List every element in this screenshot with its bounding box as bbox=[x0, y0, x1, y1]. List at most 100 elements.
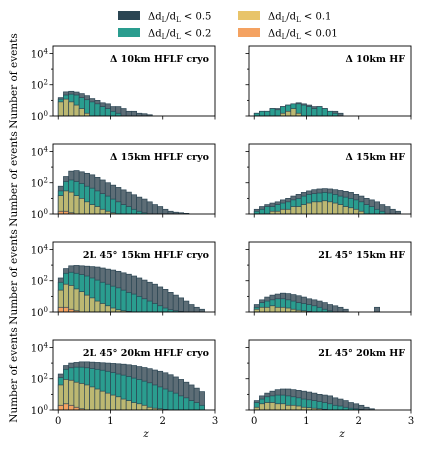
bar-s02 bbox=[311, 108, 318, 116]
bar-s02 bbox=[125, 206, 132, 214]
bar-s01 bbox=[73, 288, 80, 312]
x-axis-label: z bbox=[338, 428, 345, 440]
bar-s05 bbox=[389, 208, 396, 214]
bar-s02 bbox=[162, 388, 169, 410]
bar-s02 bbox=[136, 296, 143, 312]
bar-s02 bbox=[259, 110, 266, 116]
panel: 2L 45° 20km HFLF cryo 100​ 102​ 104​ Number … bbox=[8, 327, 218, 440]
bar-s001 bbox=[57, 404, 64, 410]
bar-s01 bbox=[73, 381, 80, 410]
y-tick-label: 102​ bbox=[31, 373, 48, 386]
bar-s05 bbox=[120, 108, 127, 116]
bar-s02 bbox=[337, 405, 344, 410]
bar-s001 bbox=[73, 310, 80, 312]
bar-s02 bbox=[300, 104, 307, 116]
panel-frame bbox=[248, 241, 412, 313]
bar-s01 bbox=[353, 208, 360, 214]
bar-s02 bbox=[327, 110, 333, 116]
bar-s02 bbox=[89, 101, 96, 116]
bar-s02 bbox=[306, 304, 313, 312]
x-tick-label: 2 bbox=[356, 416, 362, 427]
bar-s05 bbox=[178, 297, 184, 312]
bar-s05 bbox=[342, 308, 349, 312]
y-tick-label: 104​ bbox=[31, 243, 49, 256]
bar-s01 bbox=[295, 405, 302, 410]
bar-s05 bbox=[146, 201, 153, 214]
bar-s01 bbox=[68, 285, 75, 312]
bar-s01 bbox=[110, 394, 117, 410]
bar-s01 bbox=[295, 206, 302, 214]
bar-s05 bbox=[384, 206, 391, 214]
y-tick-label: 102​ bbox=[31, 275, 48, 288]
y-tick-label: 100​ bbox=[31, 404, 48, 417]
bar-s02 bbox=[274, 109, 281, 116]
bar-s02 bbox=[115, 112, 122, 116]
bar-s01 bbox=[99, 208, 106, 214]
bars bbox=[253, 388, 375, 410]
x-tick-label: 3 bbox=[212, 416, 218, 427]
panel-frame bbox=[52, 45, 216, 117]
bar-s02 bbox=[321, 108, 328, 116]
bar-s01 bbox=[306, 202, 313, 214]
bar-s02 bbox=[146, 382, 153, 410]
bar-s001 bbox=[68, 404, 75, 410]
bar-s001 bbox=[57, 306, 64, 312]
bar-s02 bbox=[264, 206, 271, 214]
bar-s01 bbox=[337, 204, 344, 214]
panel-title: Δ 10km HFLF cryo bbox=[110, 54, 209, 65]
bar-s02 bbox=[311, 305, 318, 312]
bar-s02 bbox=[379, 210, 386, 214]
bar-s01 bbox=[57, 101, 64, 116]
bar-s01 bbox=[295, 112, 302, 116]
bar-s01 bbox=[78, 198, 85, 214]
bar-s02 bbox=[131, 293, 137, 312]
bar-s01 bbox=[300, 204, 307, 214]
bars bbox=[253, 102, 344, 116]
bar-s02 bbox=[157, 305, 164, 312]
legend-swatch bbox=[238, 11, 260, 20]
bar-s01 bbox=[358, 210, 365, 214]
bar-s02 bbox=[110, 198, 117, 214]
bar-s05 bbox=[193, 306, 200, 312]
bar-s01 bbox=[269, 305, 276, 312]
bar-s05 bbox=[198, 308, 205, 312]
bar-s02 bbox=[327, 403, 333, 410]
bar-s01 bbox=[78, 291, 85, 312]
bar-s01 bbox=[73, 195, 80, 214]
bar-s05 bbox=[368, 408, 375, 410]
bar-s001 bbox=[78, 408, 85, 410]
bar-s01 bbox=[259, 403, 266, 410]
bar-s02 bbox=[99, 106, 106, 116]
bars bbox=[57, 90, 153, 116]
bar-s02 bbox=[125, 292, 132, 312]
bar-s02 bbox=[151, 303, 158, 312]
bar-s05 bbox=[374, 306, 381, 312]
bar-s02 bbox=[321, 402, 328, 410]
bar-s02 bbox=[368, 206, 375, 214]
bar-s02 bbox=[193, 402, 200, 410]
legend: ΔdL​/dL​ < 0.5 ΔdL​/dL​ < 0.1 ΔdL​/dL​ < 0… bbox=[118, 11, 338, 41]
bar-s01 bbox=[78, 383, 85, 410]
bar-s05 bbox=[332, 305, 339, 312]
bar-s01 bbox=[94, 206, 101, 214]
bar-s02 bbox=[259, 208, 266, 214]
bar-s01 bbox=[89, 204, 96, 214]
bar-s01 bbox=[280, 403, 286, 410]
bar-s05 bbox=[394, 210, 401, 214]
bar-s01 bbox=[264, 402, 271, 410]
bar-s02 bbox=[146, 300, 153, 312]
bar-s01 bbox=[83, 384, 90, 410]
bar-s02 bbox=[172, 392, 179, 410]
bar-s01 bbox=[83, 112, 90, 116]
panel-frame bbox=[248, 143, 412, 215]
panel: 2L 45° 15km HF bbox=[245, 241, 412, 316]
x-tick-label: 1 bbox=[303, 416, 309, 427]
bar-s01 bbox=[125, 400, 132, 410]
y-axis-label: Number of events bbox=[8, 327, 20, 422]
x-tick-label: 1 bbox=[107, 416, 113, 427]
y-tick-label: 102​ bbox=[31, 177, 48, 190]
bar-s01 bbox=[285, 208, 292, 214]
bar-s02 bbox=[316, 106, 323, 116]
x-tick-label: 0 bbox=[251, 416, 257, 427]
bars bbox=[253, 188, 401, 214]
